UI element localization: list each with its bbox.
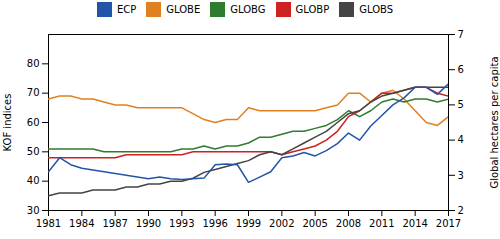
svg-text:2014: 2014 bbox=[402, 218, 427, 229]
svg-text:80: 80 bbox=[27, 58, 40, 69]
svg-text:2002: 2002 bbox=[269, 218, 294, 229]
svg-text:1996: 1996 bbox=[202, 218, 227, 229]
html-text:GLOBE: GLOBE bbox=[166, 4, 201, 15]
svg-text:3: 3 bbox=[458, 170, 464, 181]
svg-text:1987: 1987 bbox=[102, 218, 127, 229]
svg-text:60: 60 bbox=[27, 117, 40, 128]
svg-text:30: 30 bbox=[27, 205, 40, 216]
svg-text:7: 7 bbox=[458, 29, 464, 40]
svg-text:2: 2 bbox=[458, 205, 464, 216]
svg-text:6: 6 bbox=[458, 64, 464, 75]
svg-text:2017: 2017 bbox=[436, 218, 461, 229]
svg-text:1993: 1993 bbox=[169, 218, 194, 229]
html-text:GLOBG: GLOBG bbox=[230, 4, 266, 15]
svg-text:1999: 1999 bbox=[236, 218, 261, 229]
svg-text:2005: 2005 bbox=[302, 218, 327, 229]
html-text:ECP: ECP bbox=[116, 4, 137, 15]
svg-text:Global hectares per capita: Global hectares per capita bbox=[489, 56, 500, 188]
svg-text:50: 50 bbox=[27, 146, 40, 157]
svg-text:5: 5 bbox=[458, 99, 464, 110]
svg-text:KOF indices: KOF indices bbox=[2, 94, 13, 152]
svg-text:40: 40 bbox=[27, 175, 40, 186]
svg-text:70: 70 bbox=[27, 87, 40, 98]
html-text:GLOBP: GLOBP bbox=[295, 4, 330, 15]
svg-text:1984: 1984 bbox=[69, 218, 94, 229]
svg-text:4: 4 bbox=[458, 134, 464, 145]
svg-text:1981: 1981 bbox=[36, 218, 61, 229]
svg-text:2011: 2011 bbox=[369, 218, 394, 229]
html-text:GLOBS: GLOBS bbox=[359, 4, 394, 15]
svg-text:2008: 2008 bbox=[336, 218, 361, 229]
svg-text:1990: 1990 bbox=[136, 218, 161, 229]
